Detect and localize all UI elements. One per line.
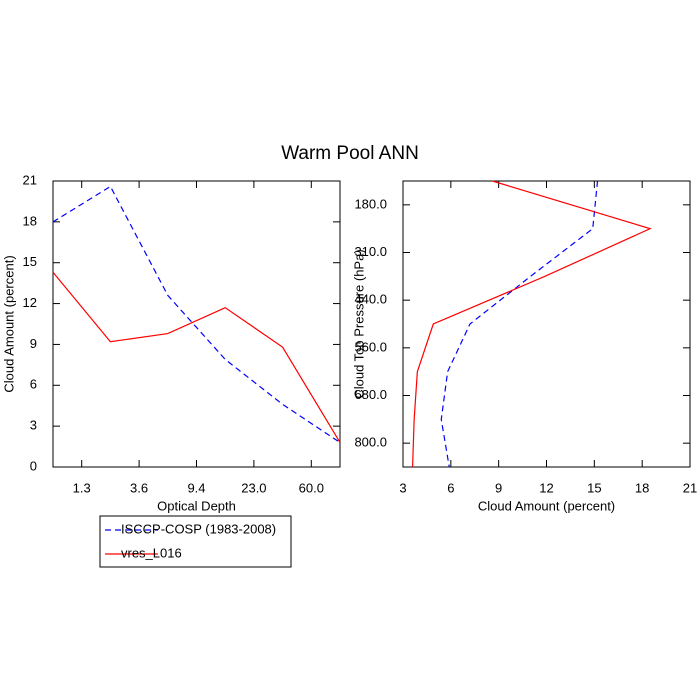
y-tick-label: 3 [30, 418, 37, 433]
x-tick-label: 23.0 [241, 480, 266, 495]
x-tick-label: 9 [495, 480, 502, 495]
series-line [52, 271, 341, 443]
y-tick-label: 800.0 [354, 435, 387, 450]
x-tick-label: 60.0 [299, 480, 324, 495]
series-line [440, 180, 599, 468]
y-tick-label: 21 [23, 172, 37, 187]
y-axis-label: Cloud Top Pressure (hPa) [351, 249, 366, 398]
x-tick-label: 3.6 [130, 480, 148, 495]
x-tick-label: 18 [635, 480, 649, 495]
x-tick-label: 1.3 [73, 480, 91, 495]
y-tick-label: 560.0 [354, 339, 387, 354]
y-tick-label: 18 [23, 213, 37, 228]
plot-frame [402, 180, 691, 468]
y-tick-label: 680.0 [354, 387, 387, 402]
x-tick-label: 9.4 [187, 480, 205, 495]
x-axis-label: Cloud Amount (percent) [478, 498, 615, 513]
legend-label: vres_L016 [121, 545, 182, 560]
y-axis-label: Cloud Amount (percent) [1, 255, 16, 392]
y-tick-label: 0 [30, 458, 37, 473]
x-axis-label: Optical Depth [157, 498, 236, 513]
legend-box [99, 515, 292, 568]
series-line [411, 180, 652, 468]
y-tick-label: 6 [30, 377, 37, 392]
y-tick-label: 440.0 [354, 292, 387, 307]
legend-label: ISCCP-COSP (1983-2008) [121, 521, 276, 536]
y-tick-label: 9 [30, 336, 37, 351]
y-tick-label: 15 [23, 254, 37, 269]
y-tick-label: 310.0 [354, 244, 387, 259]
x-tick-label: 3 [399, 480, 406, 495]
x-tick-label: 12 [539, 480, 553, 495]
chart-title: Warm Pool ANN [281, 143, 419, 164]
y-tick-label: 180.0 [354, 196, 387, 211]
series-line [52, 185, 341, 443]
x-tick-label: 6 [447, 480, 454, 495]
y-tick-label: 12 [23, 295, 37, 310]
x-tick-label: 15 [587, 480, 601, 495]
x-tick-label: 21 [683, 480, 697, 495]
